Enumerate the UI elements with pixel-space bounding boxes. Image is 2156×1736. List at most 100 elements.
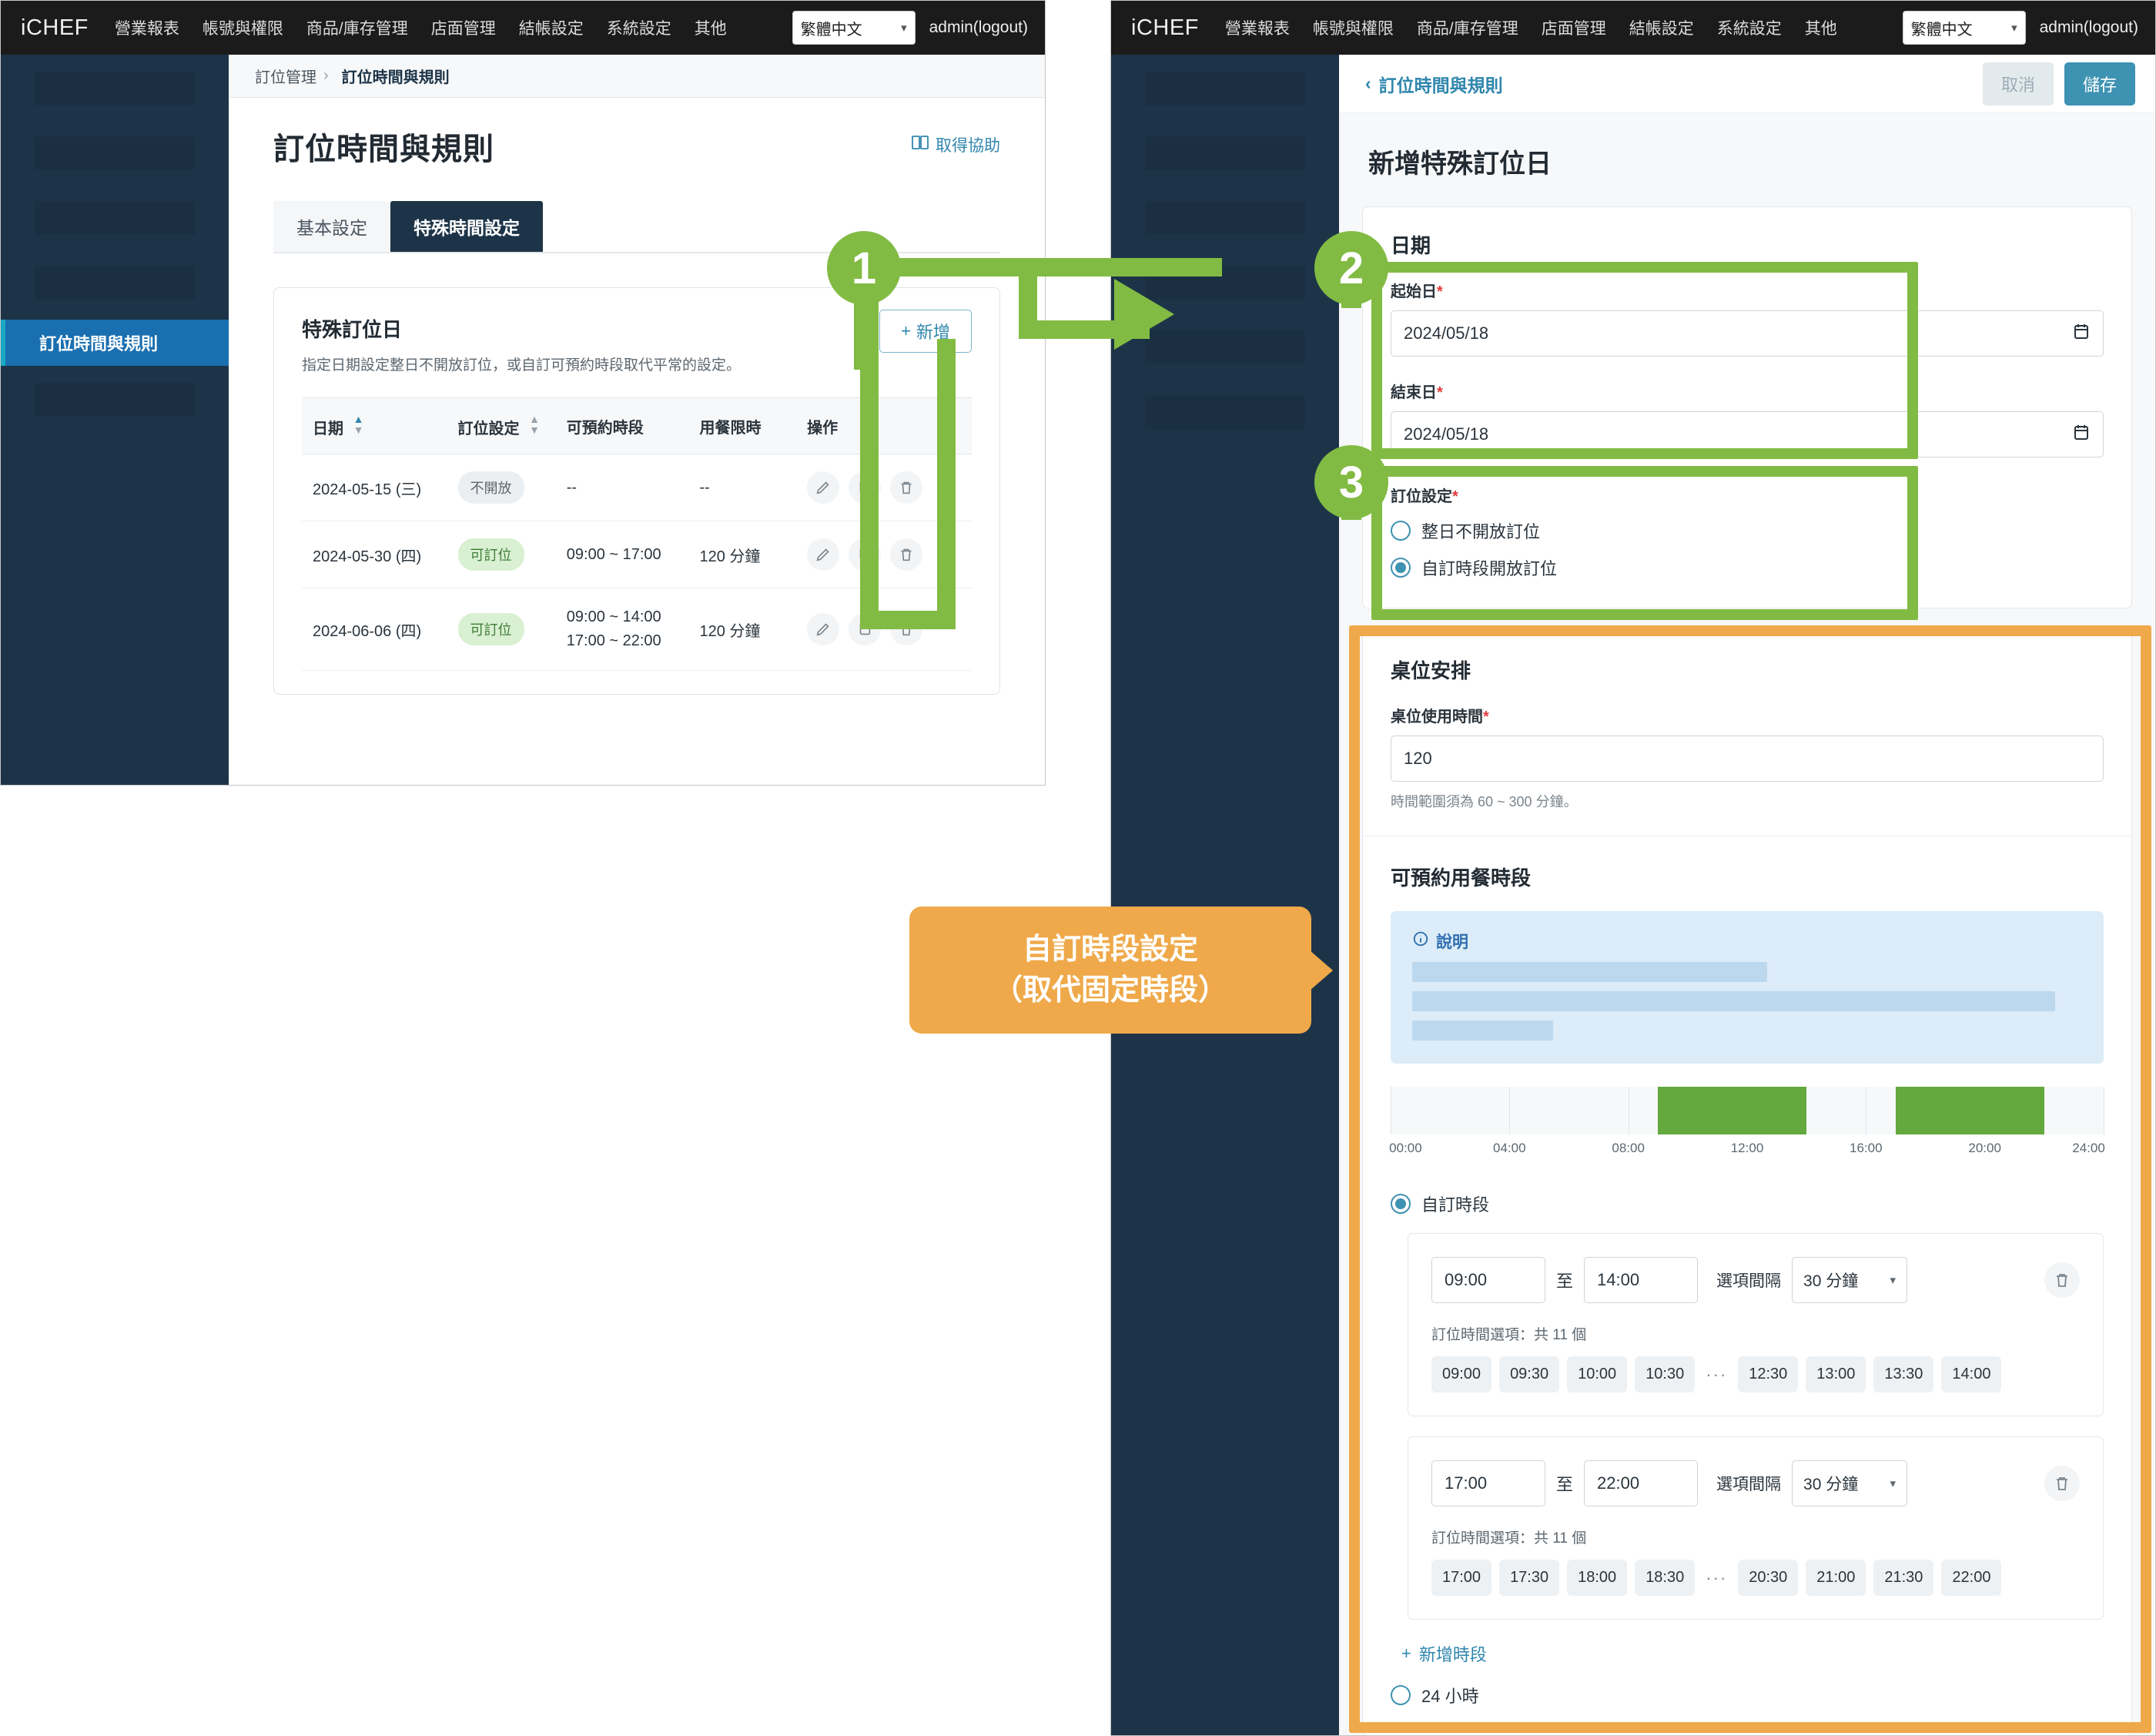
save-button[interactable]: 儲存: [2064, 62, 2135, 106]
timeline-bar-slot-2: [1895, 1087, 2044, 1134]
tab-special-time-settings[interactable]: 特殊時間設定: [390, 201, 543, 252]
nav-link-checkout[interactable]: 結帳設定: [518, 20, 584, 38]
chevron-left-icon: ‹: [1365, 73, 1371, 93]
duration-input[interactable]: 120: [1391, 736, 2104, 782]
back-link[interactable]: ‹ 訂位時間與規則: [1365, 71, 1503, 97]
column-header-slots: 可預約時段: [555, 397, 689, 454]
status-badge: 可訂位: [457, 613, 524, 645]
add-special-day-button[interactable]: + 新增: [879, 310, 972, 353]
pencil-icon[interactable]: [807, 471, 840, 504]
sidebar-item-placeholder[interactable]: [35, 383, 195, 417]
chevron-down-icon: ▾: [1890, 1274, 1897, 1287]
slot-end-time-input[interactable]: 14:00: [1584, 1257, 1699, 1303]
availability-timeline-chart: 00:00 04:00 08:00 12:00 16:00 20:00 24:0…: [1389, 1087, 2105, 1164]
radio-mode-custom[interactable]: 自訂時段: [1391, 1191, 2104, 1216]
sidebar-item-placeholder[interactable]: [1145, 395, 1305, 429]
tab-basic-settings[interactable]: 基本設定: [273, 201, 390, 252]
breadcrumb-separator-icon: ›: [323, 67, 329, 84]
cancel-button[interactable]: 取消: [1982, 62, 2054, 106]
language-select[interactable]: 繁體中文 ▾: [792, 11, 916, 45]
nav-link-accounts[interactable]: 帳號與權限: [1312, 20, 1394, 38]
nav-link-reports[interactable]: 營業報表: [1224, 20, 1290, 38]
trash-icon[interactable]: [890, 538, 923, 571]
info-icon: [1412, 930, 1429, 952]
nav-link-reports[interactable]: 營業報表: [114, 20, 179, 38]
trash-icon[interactable]: [2044, 1262, 2080, 1298]
interval-select[interactable]: 30 分鐘 ▾: [1792, 1257, 1908, 1303]
sidebar-item-placeholder[interactable]: [1145, 266, 1305, 300]
timeline-bar-slot-1: [1658, 1087, 1807, 1134]
sidebar-item-booking-rules[interactable]: 訂位時間與規則: [1, 320, 229, 366]
cell-status: 不開放: [447, 454, 556, 521]
copy-icon[interactable]: [849, 471, 882, 504]
calendar-icon[interactable]: [2072, 423, 2091, 447]
brand-logo[interactable]: iCHEF: [1131, 15, 1199, 40]
cell-slots: 09:00 ~ 14:00 17:00 ~ 22:00: [555, 588, 689, 671]
radio-closed-all-day[interactable]: 整日不開放訂位: [1391, 518, 2104, 543]
copy-icon[interactable]: [849, 538, 882, 571]
time-chip: 09:30: [1499, 1356, 1560, 1392]
nav-link-store[interactable]: 店面管理: [1541, 20, 1606, 38]
required-marker: *: [1437, 384, 1443, 401]
account-logout-link[interactable]: admin(logout): [2039, 18, 2138, 36]
language-select-value: 繁體中文: [800, 21, 862, 39]
sidebar-item-placeholder[interactable]: [35, 72, 195, 106]
time-chip: 21:30: [1873, 1560, 1934, 1596]
trash-icon[interactable]: [2044, 1466, 2080, 1501]
nav-link-checkout[interactable]: 結帳設定: [1629, 20, 1694, 38]
axis-tick-label: 04:00: [1493, 1141, 1526, 1155]
interval-select[interactable]: 30 分鐘 ▾: [1792, 1460, 1908, 1506]
radio-custom-slots[interactable]: 自訂時段開放訂位: [1391, 555, 2104, 580]
pencil-icon[interactable]: [807, 538, 840, 571]
sidebar-item-placeholder[interactable]: [1145, 136, 1305, 170]
plus-icon: +: [1401, 1644, 1411, 1663]
table-row: 2024-05-15 (三) 不開放 -- --: [302, 454, 972, 521]
end-date-label-text: 結束日: [1391, 384, 1437, 401]
breadcrumb-current: 訂位時間與規則: [341, 69, 450, 86]
time-chip: 18:30: [1635, 1560, 1696, 1596]
nav-link-accounts[interactable]: 帳號與權限: [202, 20, 283, 38]
add-time-slot-button[interactable]: + 新增時段: [1391, 1641, 2104, 1666]
sidebar-item-placeholder[interactable]: [35, 136, 195, 170]
end-date-input[interactable]: 2024/05/18: [1391, 411, 2104, 457]
sidebar-item-placeholder[interactable]: [35, 201, 195, 235]
language-select[interactable]: 繁體中文 ▾: [1902, 11, 2026, 45]
duration-value: 120: [1404, 749, 1432, 768]
sidebar-item-placeholder[interactable]: [1145, 72, 1305, 106]
top-right-group: 繁體中文 ▾ admin(logout): [792, 11, 1028, 45]
calendar-icon[interactable]: [2072, 322, 2091, 346]
help-link[interactable]: 取得協助: [911, 133, 1000, 156]
column-header-date[interactable]: 日期 ▲ ▼: [302, 397, 447, 454]
slot-end-time-input[interactable]: 22:00: [1584, 1460, 1699, 1506]
start-date-input[interactable]: 2024/05/18: [1391, 310, 2104, 357]
table-section-heading: 桌位安排: [1391, 659, 1471, 682]
sidebar-item-placeholder[interactable]: [35, 266, 195, 300]
slot-start-time-input[interactable]: 09:00: [1431, 1257, 1545, 1303]
trash-icon[interactable]: [890, 471, 923, 504]
axis-tick-label: 00:00: [1389, 1141, 1422, 1155]
column-header-status[interactable]: 訂位設定 ▲ ▼: [447, 397, 556, 454]
nav-link-inventory[interactable]: 商品/庫存管理: [1416, 20, 1518, 38]
card-subheading: 指定日期設定整日不開放訂位，或自訂可預約時段取代平常的設定。: [302, 357, 742, 374]
radio-mode-24h[interactable]: 24 小時: [1391, 1683, 2104, 1708]
account-logout-link[interactable]: admin(logout): [929, 18, 1028, 36]
slot-start-time-input[interactable]: 17:00: [1431, 1460, 1545, 1506]
brand-logo[interactable]: iCHEF: [21, 15, 89, 40]
nav-link-store[interactable]: 店面管理: [430, 20, 496, 38]
info-callout-title: 說明: [1412, 930, 2082, 953]
nav-link-system[interactable]: 系統設定: [1716, 20, 1782, 38]
sidebar-item-placeholder[interactable]: [1145, 201, 1305, 235]
nav-link-other[interactable]: 其他: [694, 20, 727, 38]
slot-controls: 09:00 至 14:00 選項間隔 30 分鐘 ▾: [1431, 1257, 2080, 1303]
info-text-placeholder: [1412, 962, 1768, 982]
copy-icon[interactable]: [849, 613, 882, 645]
pencil-icon[interactable]: [807, 613, 840, 645]
nav-link-inventory[interactable]: 商品/庫存管理: [306, 20, 408, 38]
sidebar-item-placeholder[interactable]: [1145, 330, 1305, 364]
chevron-down-icon: ▾: [1890, 1477, 1897, 1490]
breadcrumb-parent[interactable]: 訂位管理: [255, 69, 316, 86]
nav-link-system[interactable]: 系統設定: [606, 20, 671, 38]
trash-icon[interactable]: [890, 613, 923, 645]
nav-link-other[interactable]: 其他: [1804, 20, 1837, 38]
duration-label-text: 桌位使用時間: [1391, 709, 1483, 726]
